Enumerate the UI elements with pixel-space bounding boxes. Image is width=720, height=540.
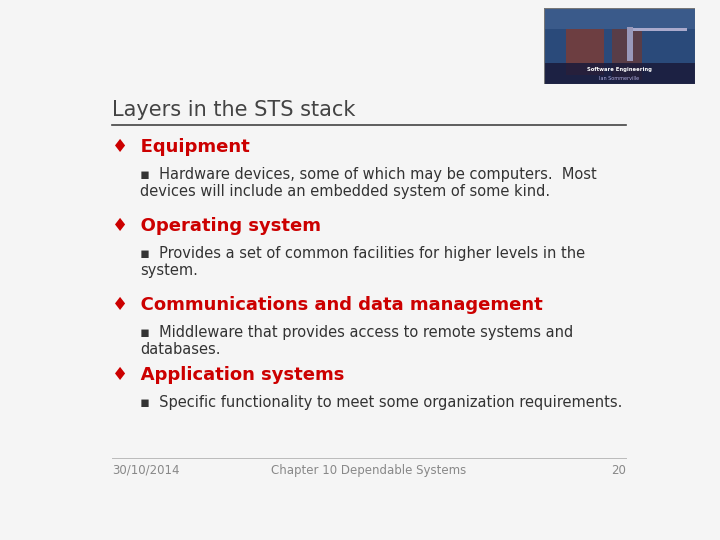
Text: ♦  Equipment: ♦ Equipment	[112, 138, 250, 156]
Text: Software Engineering: Software Engineering	[587, 67, 652, 72]
Bar	[566, 29, 604, 75]
Text: Chapter 10 Dependable Systems: Chapter 10 Dependable Systems	[271, 464, 467, 477]
Text: ▪  Hardware devices, some of which may be computers.  Most
devices will include : ▪ Hardware devices, some of which may be…	[140, 167, 597, 199]
Text: ▪  Specific functionality to meet some organization requirements.: ▪ Specific functionality to meet some or…	[140, 395, 623, 410]
Text: ♦  Communications and data management: ♦ Communications and data management	[112, 295, 543, 314]
Bar	[626, 28, 687, 31]
Text: 20: 20	[611, 464, 626, 477]
Text: ♦  Application systems: ♦ Application systems	[112, 366, 345, 384]
Text: ♦  Operating system: ♦ Operating system	[112, 217, 321, 234]
Text: ▪  Provides a set of common facilities for higher levels in the
system.: ▪ Provides a set of common facilities fo…	[140, 246, 585, 278]
Bar	[612, 29, 642, 80]
Text: 30/10/2014: 30/10/2014	[112, 464, 180, 477]
Bar	[544, 29, 695, 84]
Text: ▪  Middleware that provides access to remote systems and
databases.: ▪ Middleware that provides access to rem…	[140, 325, 573, 357]
Bar	[544, 63, 695, 84]
Text: Ian Sommerville: Ian Sommerville	[599, 76, 639, 81]
Text: Layers in the STS stack: Layers in the STS stack	[112, 100, 356, 120]
Bar	[626, 27, 633, 61]
